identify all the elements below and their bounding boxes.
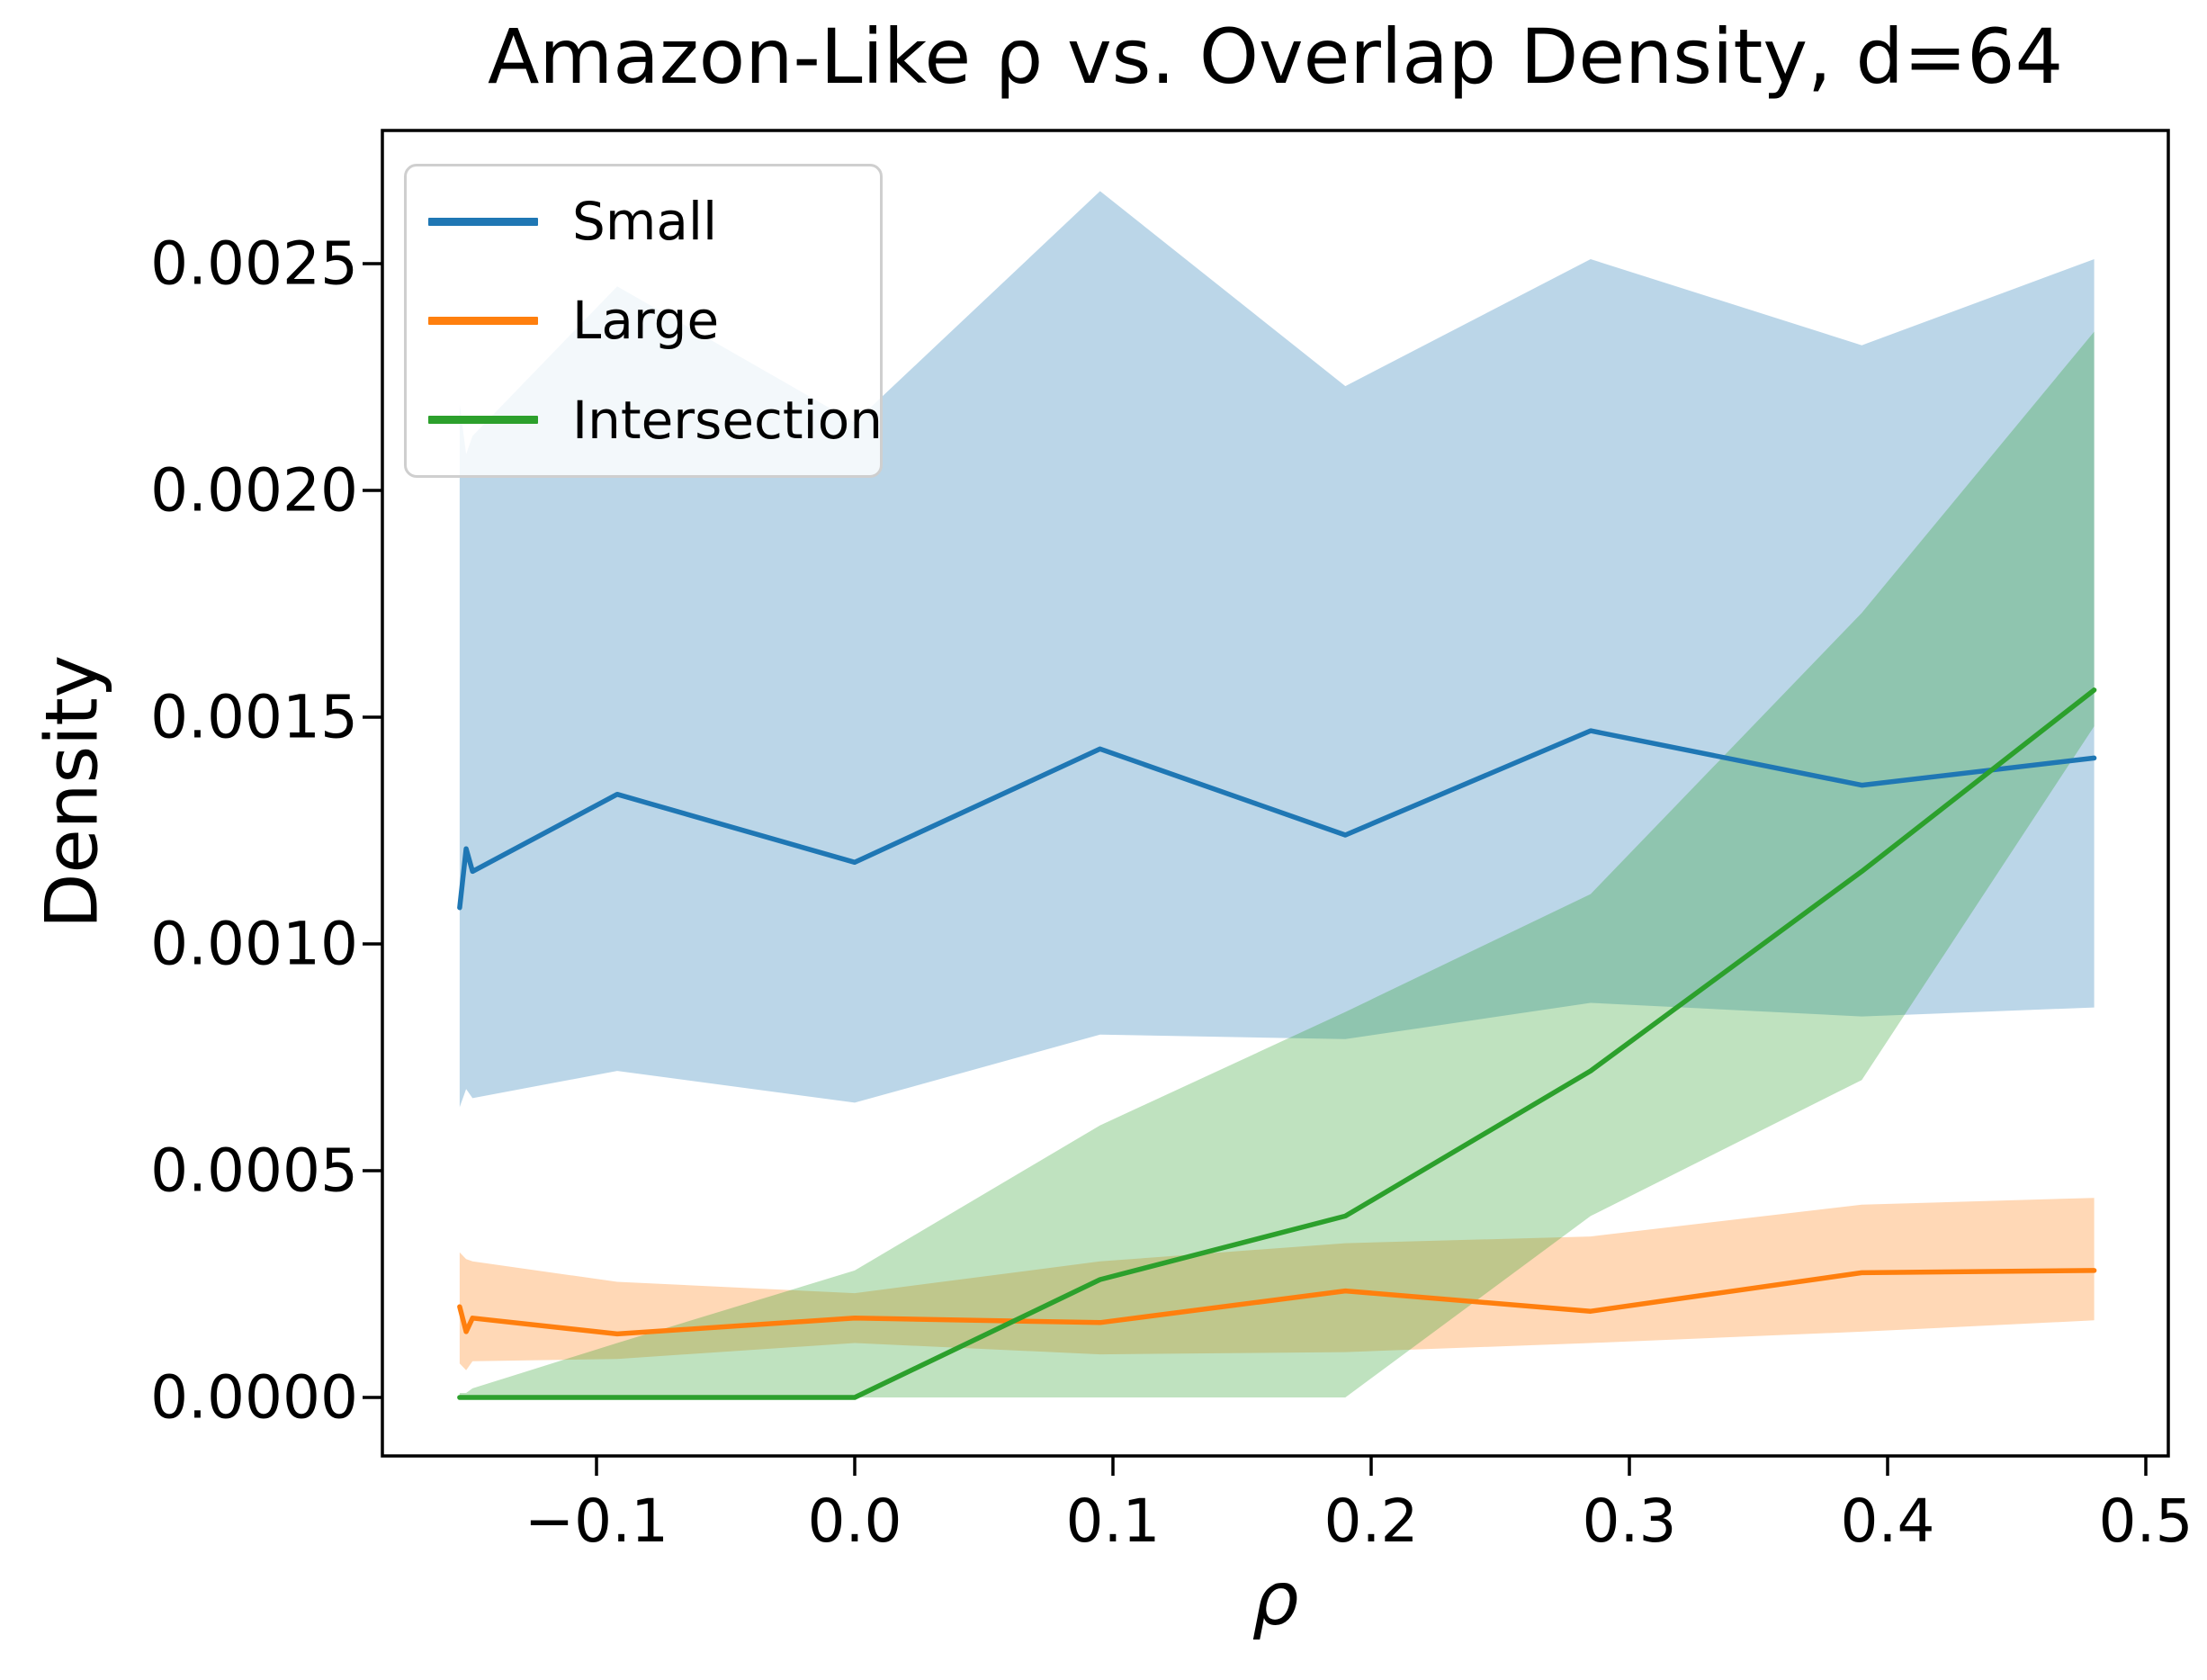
y-tick-label: 0.0025 [150, 229, 358, 299]
x-tick-label: 0.2 [1323, 1487, 1419, 1556]
legend-line-small-icon [428, 217, 538, 226]
legend-label-large: Large [572, 290, 720, 352]
band-large [459, 1198, 2095, 1370]
legend-label-small: Small [572, 191, 718, 253]
y-tick-label: 0.0005 [150, 1136, 358, 1206]
legend-line-large-icon [428, 316, 538, 325]
y-tick-label: 0.0015 [150, 682, 358, 752]
y-tick-label: 0.0020 [150, 455, 358, 526]
legend-item-intersection: Intersection [428, 390, 883, 451]
x-tick-label: 0.3 [1582, 1487, 1677, 1556]
x-tick-label: −0.1 [524, 1487, 669, 1556]
line-large [457, 1268, 2097, 1337]
x-tick-label: 0.0 [807, 1487, 902, 1556]
x-tick-label: 0.5 [2098, 1487, 2194, 1556]
y-tick-label: 0.0000 [150, 1362, 358, 1433]
line-small [457, 728, 2097, 911]
x-tick-label: 0.1 [1065, 1487, 1161, 1556]
x-axis-label: ρ [1252, 1557, 1299, 1642]
line-intersection [457, 687, 2097, 1400]
legend-line-intersection-icon [428, 416, 538, 425]
band-intersection [459, 331, 2095, 1398]
axes-spines [381, 129, 2170, 1458]
legend: Small Large Intersection [404, 164, 883, 478]
legend-item-small: Small [428, 191, 858, 252]
y-axis-label: Density [30, 654, 114, 930]
chart-title: Amazon-Like ρ vs. Overlap Density, d=64 [487, 13, 2064, 101]
legend-item-large: Large [428, 290, 858, 351]
y-tick-label: 0.0010 [150, 909, 358, 979]
legend-label-intersection: Intersection [572, 389, 884, 451]
x-tick-label: 0.4 [1840, 1487, 1935, 1556]
